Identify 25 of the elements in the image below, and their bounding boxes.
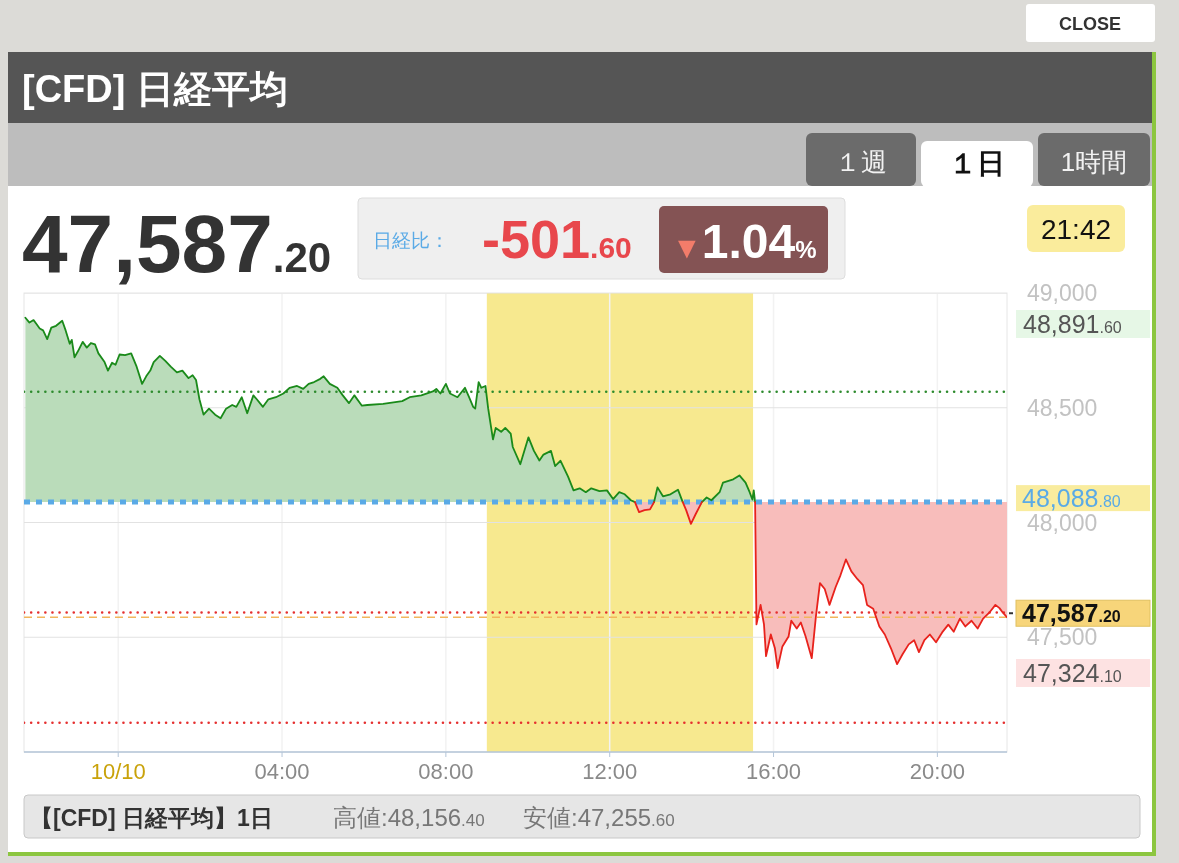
x-tick-label: 16:00 bbox=[746, 759, 802, 784]
chart-title: [CFD] 日経平均 bbox=[22, 68, 288, 110]
text: １週 bbox=[835, 147, 887, 177]
x-tick-label: 20:00 bbox=[909, 759, 965, 784]
y-tick-label: 48,500 bbox=[1027, 394, 1098, 421]
x-tick-label: 08:00 bbox=[418, 759, 474, 784]
text: 48,891.60 bbox=[1023, 310, 1122, 338]
text: 21:42 bbox=[1040, 214, 1112, 245]
text: 1時間 bbox=[1060, 147, 1128, 177]
text: -501.60 bbox=[482, 209, 632, 269]
text: ▼1.04% bbox=[672, 215, 817, 268]
y-tick-label: 49,000 bbox=[1027, 280, 1098, 306]
text: 高値:48,156.40 bbox=[333, 804, 485, 831]
text: 47,587.20 bbox=[22, 198, 332, 289]
ref-line-label: 48,088.80 bbox=[1022, 484, 1121, 513]
x-tick-label: 12:00 bbox=[582, 759, 638, 784]
text: 日経比： bbox=[373, 230, 449, 251]
text: 安値:47,255.60 bbox=[523, 804, 675, 831]
x-tick-label: 10/10 bbox=[90, 759, 146, 784]
text: １日 bbox=[949, 148, 1005, 179]
ref-line-label: 47,587.20 bbox=[1022, 599, 1121, 628]
x-tick-label: 04:00 bbox=[254, 759, 310, 784]
text: 47,324.10 bbox=[1023, 659, 1122, 687]
text: 【[CFD] 日経平均】1日 bbox=[30, 805, 273, 831]
text: CLOSE bbox=[1058, 14, 1122, 34]
